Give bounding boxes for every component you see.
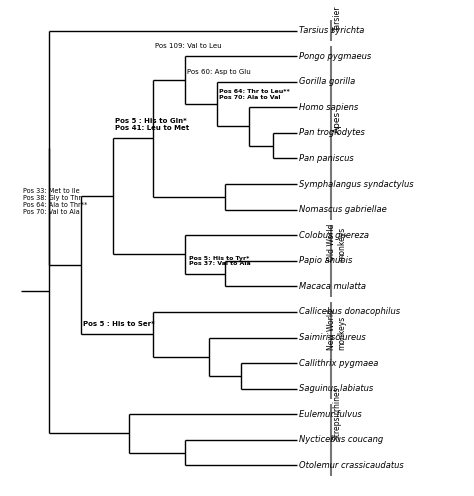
- Text: Pos 5 : His to Gln*
Pos 41: Leu to Met: Pos 5 : His to Gln* Pos 41: Leu to Met: [115, 118, 189, 131]
- Text: Pos 5 : His to Ser*: Pos 5 : His to Ser*: [83, 321, 155, 327]
- Text: Otolemur crassicaudatus: Otolemur crassicaudatus: [299, 461, 404, 470]
- Text: Pos 33: Met to Ile
Pos 38: Gly to Thr
Pos 64: Ala to Thr**
Pos 70: Val to Ala: Pos 33: Met to Ile Pos 38: Gly to Thr Po…: [23, 187, 87, 215]
- Text: Pos 60: Asp to Glu: Pos 60: Asp to Glu: [187, 68, 251, 74]
- Text: Symphalangus syndactylus: Symphalangus syndactylus: [299, 180, 414, 188]
- Text: Pos 109: Val to Leu: Pos 109: Val to Leu: [155, 43, 221, 49]
- Text: Callithrix pygmaea: Callithrix pygmaea: [299, 359, 378, 368]
- Text: Old World
monkeys: Old World monkeys: [328, 223, 347, 261]
- Text: Tarsier: Tarsier: [333, 5, 342, 31]
- Text: Apes: Apes: [333, 111, 342, 133]
- Text: Eulemur fulvus: Eulemur fulvus: [299, 410, 362, 419]
- Text: Callicebus donacophilus: Callicebus donacophilus: [299, 308, 400, 316]
- Text: Gorilla gorilla: Gorilla gorilla: [299, 77, 355, 86]
- Text: New World
monkeys: New World monkeys: [328, 310, 347, 350]
- Text: Saimiri sciureus: Saimiri sciureus: [299, 333, 366, 342]
- Text: Saguinus labiatus: Saguinus labiatus: [299, 384, 373, 393]
- Text: Nomascus gabriellae: Nomascus gabriellae: [299, 205, 387, 214]
- Text: Nycticebus coucang: Nycticebus coucang: [299, 435, 383, 444]
- Text: Papio anubis: Papio anubis: [299, 256, 352, 265]
- Text: Pos 64: Thr to Leu**
Pos 70: Ala to Val: Pos 64: Thr to Leu** Pos 70: Ala to Val: [219, 89, 290, 100]
- Text: Colobus guereza: Colobus guereza: [299, 231, 369, 240]
- Text: Tarsius syrichta: Tarsius syrichta: [299, 26, 365, 35]
- Text: Pan paniscus: Pan paniscus: [299, 154, 354, 163]
- Text: Macaca mulatta: Macaca mulatta: [299, 282, 366, 291]
- Text: Homo sapiens: Homo sapiens: [299, 103, 358, 112]
- Text: Strepsirrhines: Strepsirrhines: [333, 386, 342, 440]
- Text: Pan troglodytes: Pan troglodytes: [299, 128, 365, 137]
- Text: Pos 5: His to Tyr*
Pos 37: Val to Ala: Pos 5: His to Tyr* Pos 37: Val to Ala: [189, 255, 251, 266]
- Text: Pongo pygmaeus: Pongo pygmaeus: [299, 52, 371, 61]
